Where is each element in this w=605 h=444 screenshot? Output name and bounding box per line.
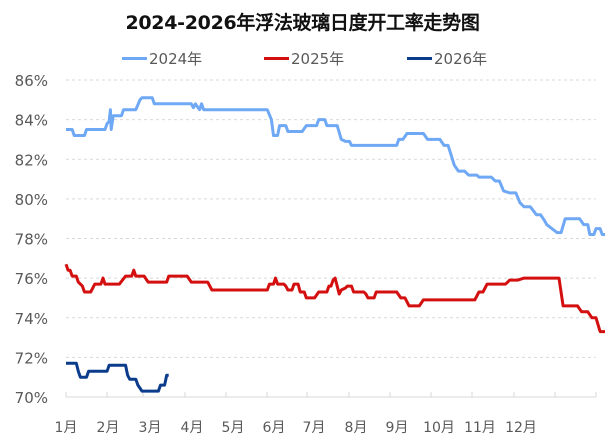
x-tick-label: 3月 <box>139 420 162 436</box>
y-tick-label: 72% <box>15 349 48 367</box>
y-tick-label: 74% <box>15 310 48 328</box>
x-tick-label: 8月 <box>345 420 368 436</box>
y-tick-label: 76% <box>15 270 48 288</box>
legend-swatch-2024 <box>122 57 147 60</box>
x-tick-label: 1月 <box>55 420 78 436</box>
legend-item-2025: 2025年 <box>264 48 344 69</box>
legend-label-2025: 2025年 <box>291 50 345 68</box>
legend-item-2024: 2024年 <box>122 48 202 69</box>
y-axis-ticks: 70% 72% 74% 76% 78% 80% 82% 84% 86% <box>15 72 48 407</box>
y-tick-label: 86% <box>15 72 48 90</box>
chart-legend: 2024年 2025年 2026年 <box>0 48 605 70</box>
series-line-2026年 <box>66 361 169 393</box>
y-tick-label: 70% <box>15 389 48 407</box>
x-axis: 1月 2月 3月 4月 5月 6月 7月 8月 9月 10月 11月 12月 <box>55 392 597 436</box>
y-tick-label: 80% <box>15 191 48 209</box>
y-tick-label: 82% <box>15 151 48 169</box>
legend-label-2024: 2024年 <box>149 50 203 68</box>
gridlines <box>66 79 596 358</box>
legend-label-2026: 2026年 <box>434 50 488 68</box>
y-tick-label: 78% <box>15 231 48 249</box>
series-line-2025年 <box>64 263 605 334</box>
legend-item-2026: 2026年 <box>407 48 487 69</box>
x-tick-label: 11月 <box>464 420 496 436</box>
x-tick-label: 10月 <box>423 420 455 436</box>
chart-title: 2024-2026年浮法玻璃日度开工率走势图 <box>125 12 480 34</box>
x-tick-label: 7月 <box>303 420 326 436</box>
legend-swatch-2026 <box>407 57 432 60</box>
x-tick-label: 9月 <box>386 420 409 436</box>
x-tick-label: 4月 <box>181 420 204 436</box>
legend-swatch-2025 <box>264 57 289 60</box>
x-tick-label: 12月 <box>505 420 537 436</box>
y-tick-label: 84% <box>15 112 48 130</box>
series-line-2024年 <box>66 96 605 236</box>
series-lines <box>64 96 605 393</box>
x-tick-label: 2月 <box>97 420 120 436</box>
x-tick-label: 5月 <box>222 420 245 436</box>
x-tick-label: 6月 <box>263 420 286 436</box>
